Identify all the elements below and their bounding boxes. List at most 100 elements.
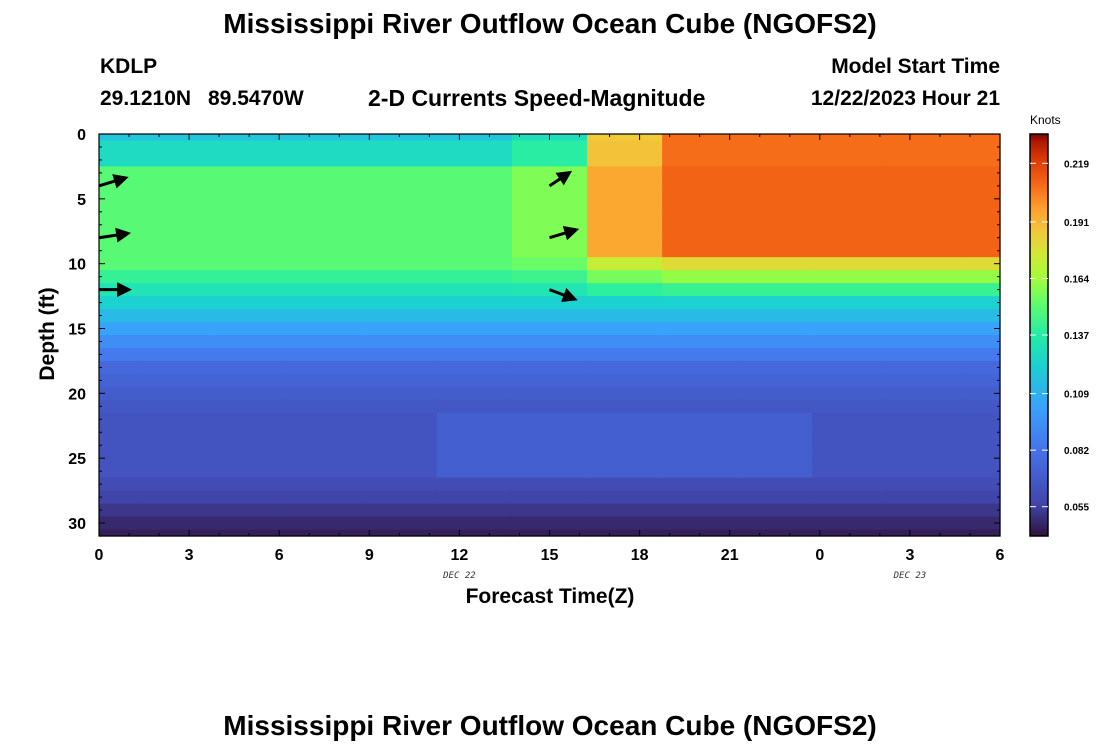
heatmap-cell — [286, 335, 363, 349]
heatmap-cell — [361, 373, 438, 388]
heatmap-cell — [511, 309, 588, 323]
heatmap-cell — [99, 451, 138, 466]
heatmap-cell — [436, 257, 513, 271]
heatmap-cell — [887, 347, 964, 362]
heatmap-cell — [812, 166, 888, 180]
heatmap-cell — [812, 516, 888, 531]
heatmap-cell — [662, 386, 738, 401]
heatmap-cell — [99, 490, 138, 505]
heatmap-cell — [436, 140, 513, 155]
heatmap-cell — [286, 140, 363, 155]
heatmap-cell — [737, 335, 813, 349]
heatmap-cell — [587, 360, 663, 375]
heatmap-cell — [587, 412, 663, 427]
heatmap-cell — [662, 412, 738, 427]
x-tick-label: 12 — [451, 547, 469, 564]
current-vector-arrow — [548, 170, 573, 188]
heatmap-cell — [436, 438, 513, 453]
heatmap-cell — [812, 425, 888, 440]
colorbar-unit: Knots — [1030, 113, 1061, 127]
heatmap-cell — [662, 464, 738, 479]
heatmap-cell — [136, 477, 213, 492]
heatmap-cell — [436, 179, 513, 193]
heatmap-cell — [436, 283, 513, 297]
heatmap-cell — [887, 451, 964, 466]
heatmap-cell — [962, 360, 1001, 375]
heatmap-cell — [962, 179, 1001, 193]
heatmap-cell — [812, 205, 888, 219]
chart-title: 2-D Currents Speed-Magnitude — [368, 85, 706, 111]
heatmap-cell — [887, 412, 964, 427]
heatmap-cell — [286, 490, 363, 505]
heatmap-cell — [737, 166, 813, 180]
heatmap-cell — [286, 179, 363, 193]
heatmap-cell — [962, 516, 1001, 531]
heatmap-cell — [361, 296, 438, 310]
heatmap-cell — [436, 296, 513, 310]
y-tick-label: 20 — [68, 386, 86, 403]
heatmap-cell — [587, 464, 663, 479]
heatmap-cell — [286, 516, 363, 531]
heatmap-cell — [962, 477, 1001, 492]
colorbar-tick-label: 0.082 — [1064, 446, 1089, 457]
heatmap-cell — [286, 270, 363, 284]
heatmap-cell — [136, 218, 213, 232]
heatmap-cell — [887, 438, 964, 453]
heatmap-cell — [436, 399, 513, 414]
heatmap-cell — [812, 347, 888, 362]
page-title: Mississippi River Outflow Ocean Cube (NG… — [223, 8, 877, 39]
heatmap-cell — [361, 166, 438, 180]
heatmap-cell — [737, 244, 813, 258]
date-label: DEC 23 — [893, 571, 927, 581]
heatmap-cell — [286, 529, 363, 537]
heatmap-cell — [962, 309, 1001, 323]
heatmap-cell — [136, 322, 213, 336]
heatmap-cell — [887, 322, 964, 336]
heatmap-cell — [737, 490, 813, 505]
heatmap-cell — [662, 192, 738, 206]
heatmap-cell — [587, 296, 663, 310]
heatmap-cell — [587, 490, 663, 505]
heatmap-cell — [662, 425, 738, 440]
heatmap-cell — [99, 412, 138, 427]
heatmap-cell — [136, 153, 213, 168]
heatmap-cell — [361, 399, 438, 414]
heatmap-cell — [361, 386, 438, 401]
heatmap-cell — [211, 386, 288, 401]
heatmap-cell — [662, 244, 738, 258]
heatmap-cell — [662, 360, 738, 375]
heatmap-cell — [286, 205, 363, 219]
heatmap-cell — [587, 257, 663, 271]
heatmap-cell — [962, 283, 1001, 297]
heatmap-cell — [286, 425, 363, 440]
heatmap-cell — [812, 399, 888, 414]
heatmap-cell — [211, 153, 288, 168]
heatmap-cell — [812, 283, 888, 297]
heatmap-cell — [737, 134, 813, 142]
heatmap-cell — [361, 438, 438, 453]
heatmap-cell — [962, 529, 1001, 537]
heatmap-cell — [211, 205, 288, 219]
heatmap-cell — [812, 257, 888, 271]
heatmap-cell — [136, 270, 213, 284]
heatmap-cell — [662, 218, 738, 232]
heatmap-cell — [99, 399, 138, 414]
heatmap-cell — [211, 425, 288, 440]
heatmap-cell — [511, 360, 588, 375]
heatmap-cell — [361, 270, 438, 284]
heatmap-cell — [136, 360, 213, 375]
heatmap-cell — [812, 464, 888, 479]
heatmap-cell — [136, 516, 213, 531]
heatmap-cell — [587, 529, 663, 537]
heatmap-cell — [361, 257, 438, 271]
heatmap-cell — [99, 347, 138, 362]
heatmap-cell — [436, 529, 513, 537]
heatmap-cell — [662, 438, 738, 453]
heatmap-cell — [737, 464, 813, 479]
heatmap-cell — [99, 270, 138, 284]
heatmap-cell — [136, 451, 213, 466]
heatmap-cell — [99, 134, 138, 142]
heatmap-cell — [737, 231, 813, 245]
colorbar-tick-label: 0.164 — [1064, 274, 1089, 285]
